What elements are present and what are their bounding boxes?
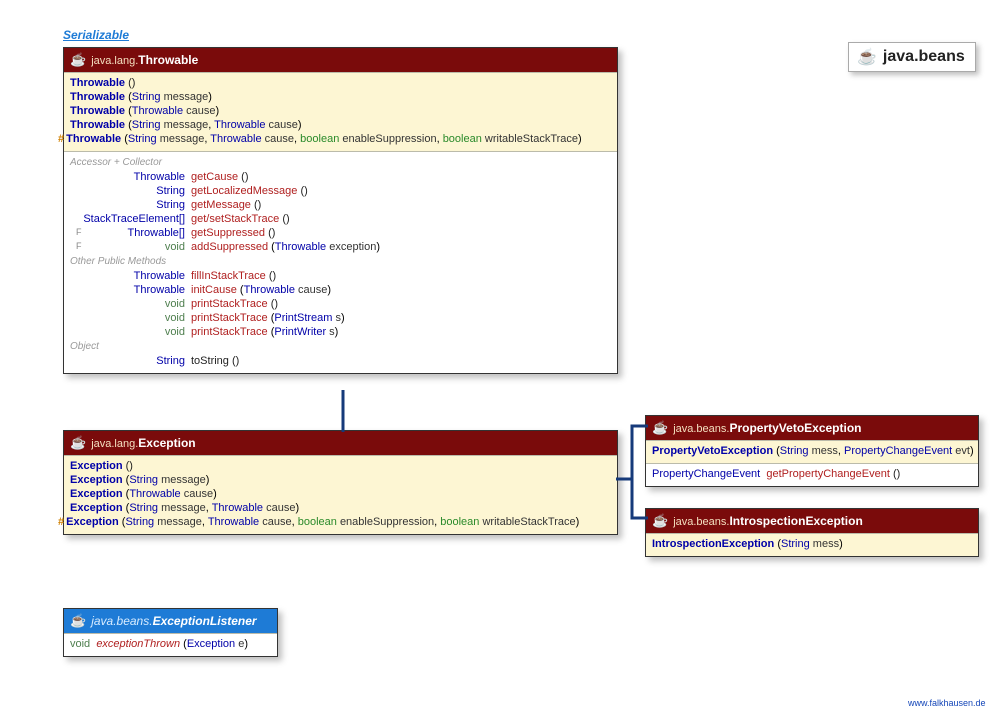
ie-ctor: IntrospectionException (String mess) — [646, 533, 978, 556]
section-other: Other Public Methods — [70, 254, 611, 269]
class-icon: ☕ — [652, 420, 668, 436]
connector-throwable-exception — [338, 390, 348, 432]
ctor: Throwable — [70, 91, 125, 103]
protected-marker: # — [58, 516, 64, 528]
bean-icon: ☕ — [857, 47, 877, 67]
pve-methods: PropertyChangeEvent getPropertyChangeEve… — [646, 463, 978, 486]
ie-name: IntrospectionException — [729, 514, 862, 528]
el-header: ☕ java.beans.ExceptionListener — [64, 609, 277, 633]
throwable-methods: Accessor + Collector ThrowablegetCause (… — [64, 151, 617, 373]
final-flag: F — [76, 227, 82, 237]
package-title: ☕ java.beans — [848, 42, 976, 72]
class-exceptionlistener: ☕ java.beans.ExceptionListener void exce… — [63, 608, 278, 657]
class-exception: ☕ java.lang.Exception Exception () Excep… — [63, 430, 618, 535]
ctor: IntrospectionException — [652, 538, 774, 550]
ctor: Exception — [70, 502, 123, 514]
ctor: Throwable — [66, 133, 121, 145]
ctor: Throwable — [70, 119, 125, 131]
class-icon: ☕ — [652, 513, 668, 529]
section-accessor: Accessor + Collector — [70, 155, 611, 170]
final-flag: F — [76, 241, 82, 251]
serializable-link[interactable]: Serializable — [63, 28, 129, 42]
ctor: Throwable — [70, 77, 125, 89]
footer-link[interactable]: www.falkhausen.de — [908, 698, 986, 708]
ctor: PropertyVetoException — [652, 445, 773, 457]
throwable-header: ☕ java.lang.Throwable — [64, 48, 617, 72]
throwable-constructors: Throwable () Throwable (String message) … — [64, 72, 617, 151]
class-introspectionexception: ☕ java.beans.IntrospectionException Intr… — [645, 508, 979, 557]
el-pkg: java.beans. — [91, 614, 152, 628]
class-throwable: ☕ java.lang.Throwable Throwable () Throw… — [63, 47, 618, 374]
protected-marker: # — [58, 133, 64, 145]
section-object: Object — [70, 339, 611, 354]
class-icon: ☕ — [70, 52, 86, 68]
ctor: Throwable — [70, 105, 125, 117]
exception-constructors: Exception () Exception (String message) … — [64, 455, 617, 534]
ctor: Exception — [70, 460, 123, 472]
el-methods: void exceptionThrown (Exception e) — [64, 633, 277, 656]
ie-pkg: java.beans. — [673, 516, 729, 528]
exception-header: ☕ java.lang.Exception — [64, 431, 617, 455]
class-propertyvetoexception: ☕ java.beans.PropertyVetoException Prope… — [645, 415, 979, 487]
connector-exception-subclasses — [616, 424, 648, 524]
pve-ctor: PropertyVetoException (String mess, Prop… — [646, 440, 978, 463]
ctor: Exception — [70, 474, 123, 486]
ie-header: ☕ java.beans.IntrospectionException — [646, 509, 978, 533]
pve-header: ☕ java.beans.PropertyVetoException — [646, 416, 978, 440]
ctor: Exception — [66, 516, 119, 528]
throwable-name: Throwable — [138, 53, 198, 67]
throwable-pkg: java.lang. — [91, 55, 138, 67]
ctor: Exception — [70, 488, 123, 500]
pve-name: PropertyVetoException — [729, 421, 861, 435]
package-title-text: java.beans — [883, 48, 965, 66]
class-icon: ☕ — [70, 435, 86, 451]
exception-pkg: java.lang. — [91, 438, 138, 450]
interface-icon: ☕ — [70, 613, 86, 629]
el-name: ExceptionListener — [153, 614, 257, 628]
exception-name: Exception — [138, 436, 195, 450]
pve-pkg: java.beans. — [673, 423, 729, 435]
